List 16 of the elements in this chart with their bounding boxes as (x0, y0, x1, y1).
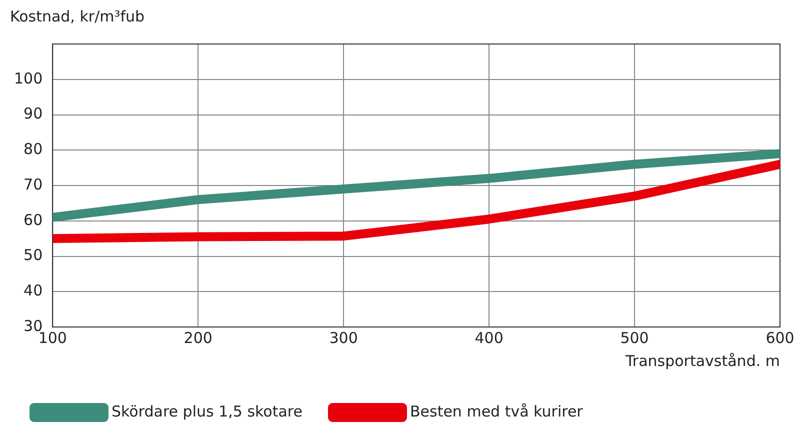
y-tick-label: 100 (14, 69, 43, 88)
y-tick-label: 80 (24, 140, 43, 158)
x-tick-label: 300 (329, 328, 358, 347)
y-tick-label: 40 (24, 282, 43, 300)
y-tick-label: 60 (24, 210, 43, 229)
y-tick-label: 70 (24, 175, 43, 194)
legend-label: Skördare plus 1,5 skotare (112, 402, 302, 420)
x-tick-label: 200 (184, 328, 212, 347)
x-tick-label: 400 (474, 328, 504, 347)
legend-label: Besten med två kurirer (410, 402, 584, 420)
x-tick-label: 500 (620, 328, 649, 347)
x-tick-label: 600 (766, 328, 794, 347)
y-axis-title: Kostnad, kr/m³fub (10, 7, 145, 26)
y-tick-label: 50 (24, 246, 43, 264)
x-axis-title: Transportavstånd. m (624, 352, 780, 370)
y-tick-label: 90 (24, 104, 43, 123)
